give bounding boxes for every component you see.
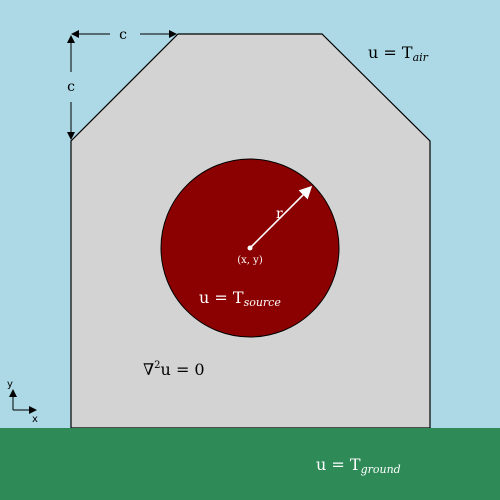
ground-region xyxy=(0,428,500,500)
chamfer-horizontal-label: c xyxy=(119,27,127,43)
axis-x-label: x xyxy=(32,414,38,425)
center-point xyxy=(247,245,253,251)
center-label: (x, y) xyxy=(237,255,263,266)
radius-arrow xyxy=(249,185,313,249)
radius-label: r xyxy=(276,206,283,222)
ground-boundary-label: u = Tground xyxy=(316,455,401,476)
air-boundary-label: u = Tair xyxy=(368,43,429,64)
chamfer-vertical-label: c xyxy=(67,79,75,95)
source-boundary-label: u = Tsource xyxy=(199,288,281,309)
laplace-equation: ∇2u = 0 xyxy=(143,360,205,379)
axis-y-label: y xyxy=(7,379,13,390)
